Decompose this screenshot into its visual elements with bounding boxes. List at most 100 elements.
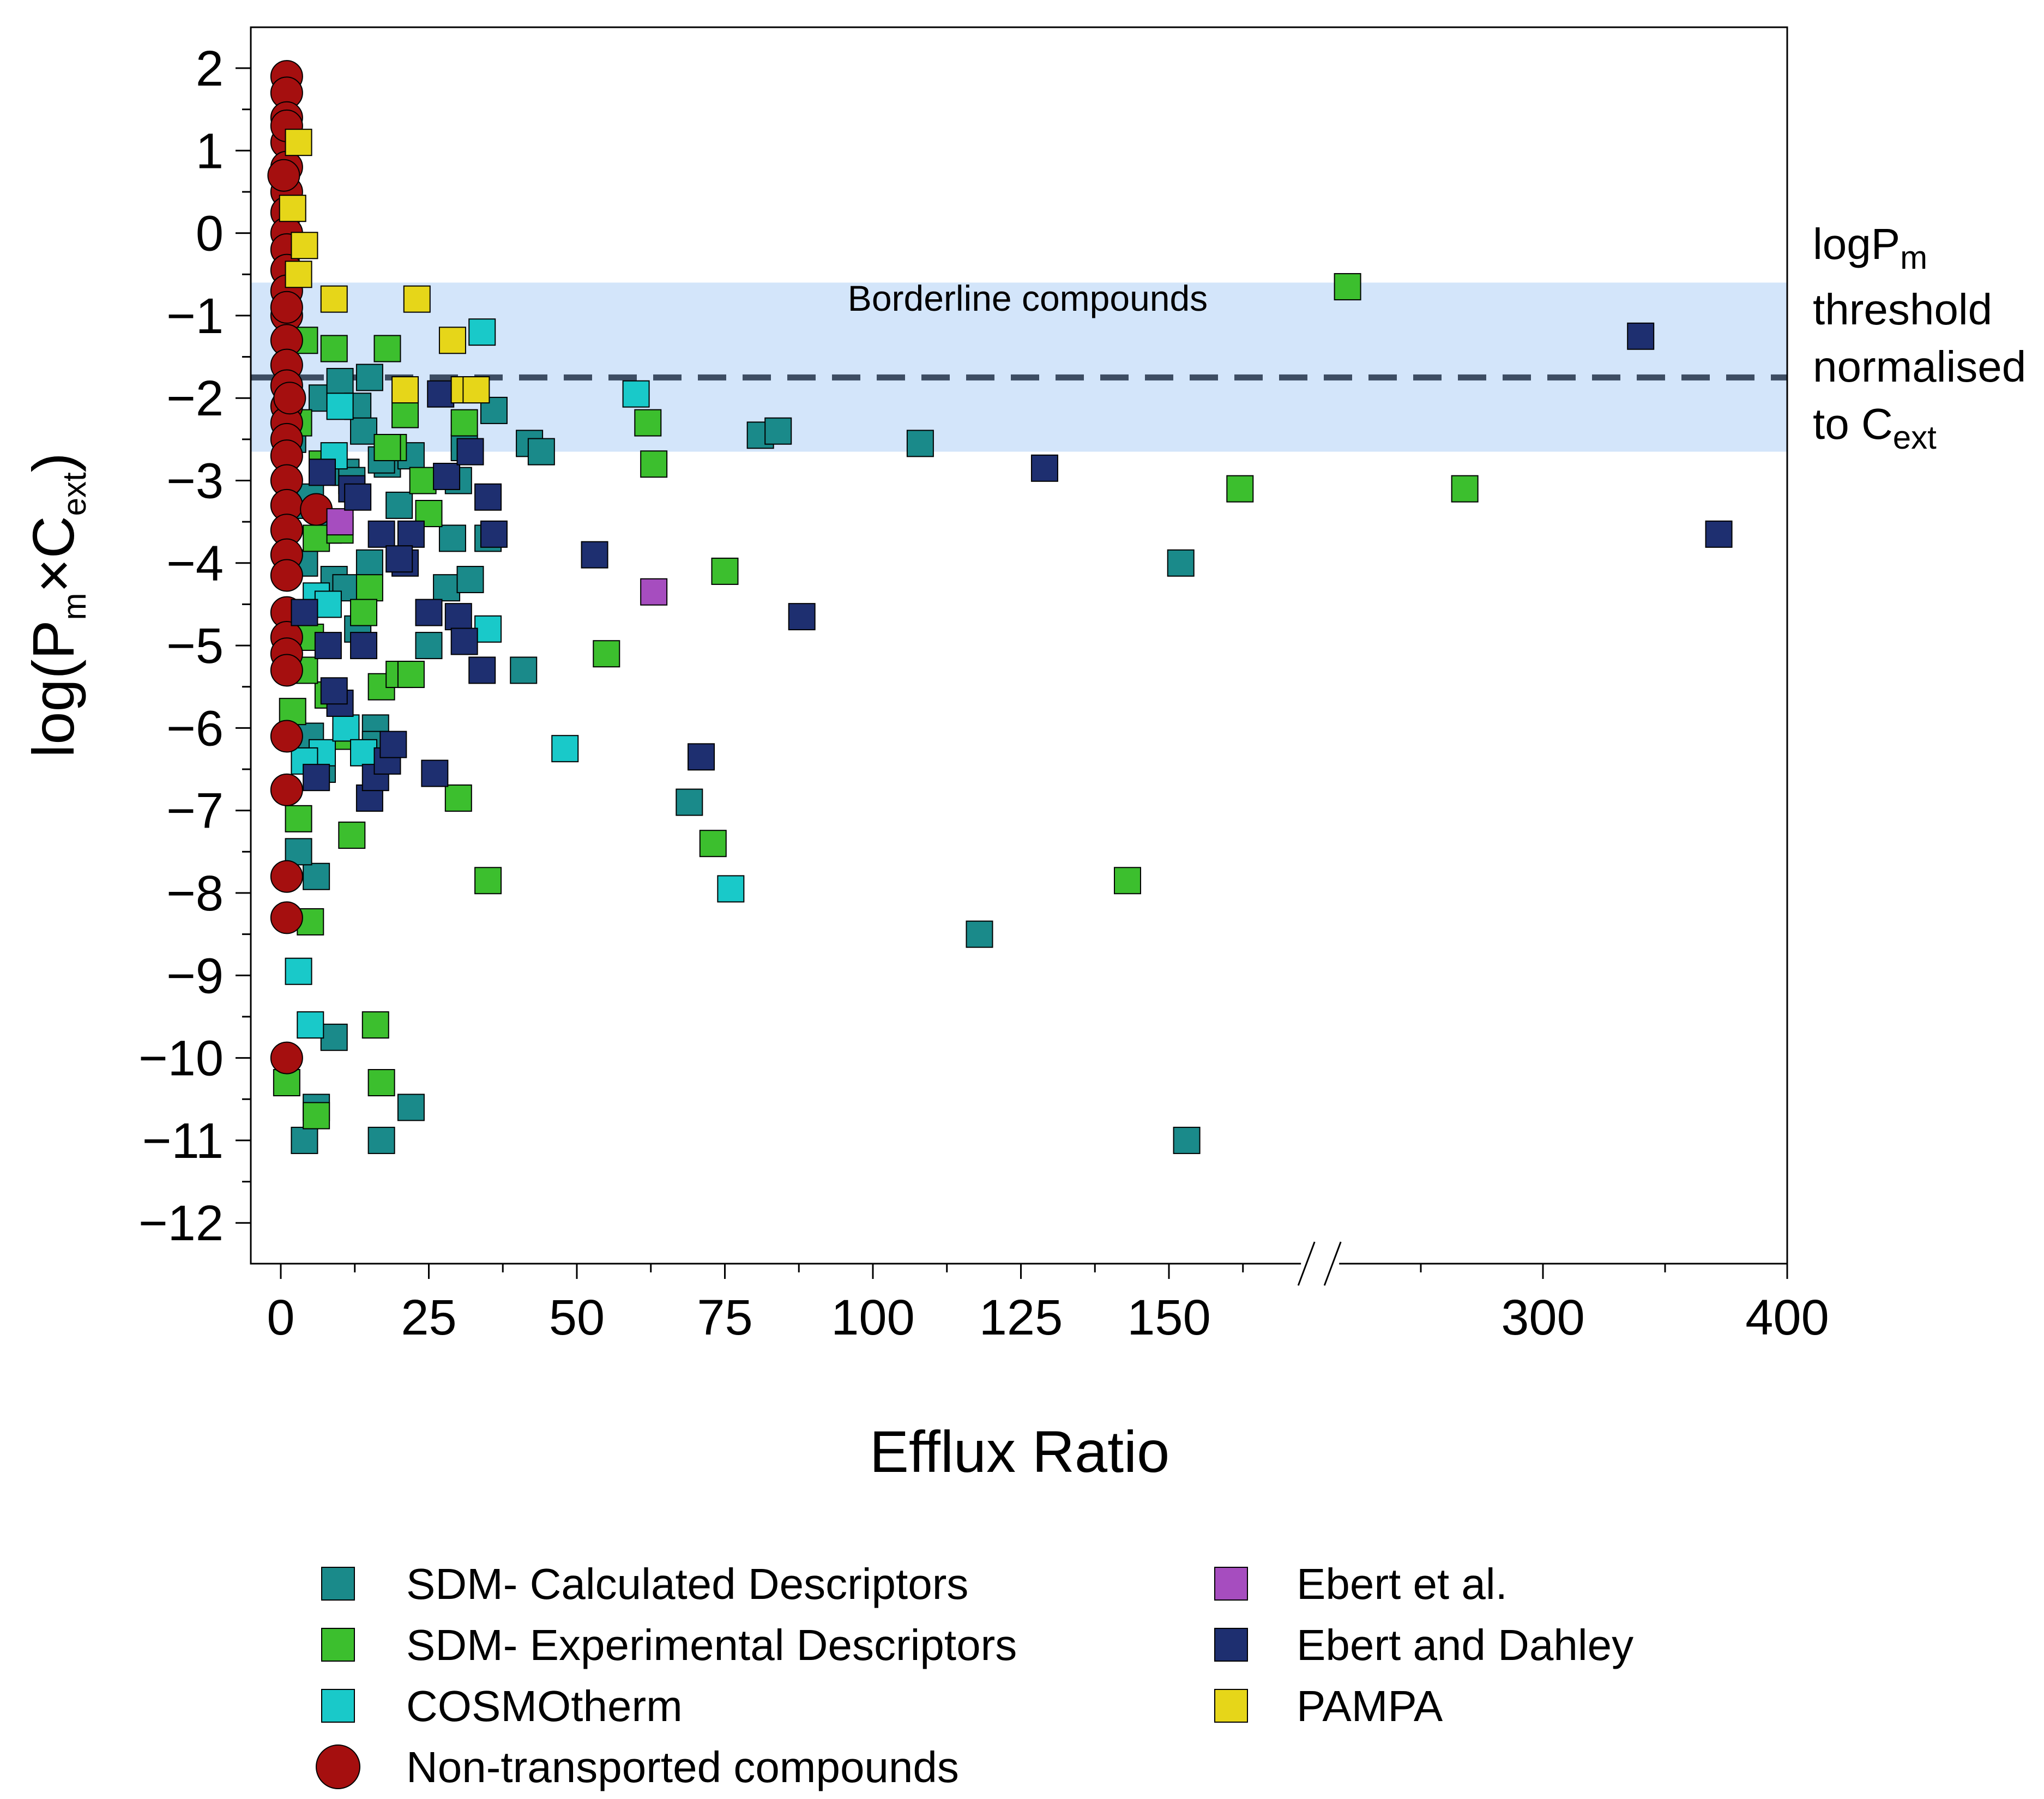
data-point [433, 462, 461, 490]
data-point [438, 524, 466, 552]
data-point [427, 380, 455, 408]
threshold-label-base: to C [1813, 400, 1893, 448]
data-point [480, 520, 508, 548]
data-point [355, 574, 383, 602]
borderline-band-label: Borderline compounds [848, 278, 1208, 318]
data-point [688, 743, 715, 771]
data-point [1030, 454, 1058, 482]
data-point [285, 957, 312, 985]
data-point [350, 599, 378, 626]
data-point [350, 632, 378, 660]
legend-label: PAMPA [1297, 1682, 1443, 1730]
threshold-label-sub: ext [1893, 419, 1937, 456]
y-tick-label: −1 [166, 288, 224, 344]
threshold-label-line: normalised [1813, 342, 2026, 391]
data-point [450, 627, 478, 655]
x-tick-label: 75 [697, 1290, 752, 1345]
data-point [367, 1068, 395, 1096]
legend-swatch [1214, 1689, 1248, 1723]
legend-label: Ebert and Dahley [1297, 1621, 1633, 1669]
data-point [788, 603, 816, 631]
axis-break-gap [1301, 1260, 1340, 1267]
y-tick-label: −5 [166, 618, 224, 674]
data-point [1705, 520, 1733, 548]
data-point [373, 335, 401, 363]
data-point [320, 1023, 348, 1051]
data-point [270, 291, 303, 324]
data-points-layer [267, 60, 1733, 1154]
y-tick-label: −10 [138, 1031, 224, 1086]
y-tick-label: −2 [166, 371, 224, 426]
data-point [456, 566, 484, 594]
data-point [350, 739, 378, 766]
data-point [326, 393, 354, 420]
legend-label: SDM- Experimental Descriptors [406, 1621, 1017, 1669]
data-point [285, 261, 312, 288]
y-axis-title-part: ×C [20, 516, 86, 593]
data-point [350, 417, 378, 445]
data-point [409, 467, 437, 494]
y-tick-label: 1 [196, 123, 224, 179]
data-point [444, 784, 472, 812]
legend-item-ebert-and-dahley: Ebert and Dahley [1214, 1621, 1633, 1669]
data-point [344, 483, 372, 511]
data-point [303, 764, 330, 792]
data-point [385, 491, 413, 519]
data-point [270, 654, 303, 687]
data-point [320, 677, 348, 705]
data-point [291, 599, 318, 626]
legend-item-non-transported: Non-transported compounds [316, 1743, 959, 1791]
legend-item-ebert-et-al: Ebert et al. [1214, 1560, 1508, 1608]
data-point [303, 862, 330, 890]
data-point [444, 603, 472, 631]
y-tick-label: −8 [166, 866, 224, 921]
data-point [421, 759, 449, 787]
data-point [270, 901, 303, 934]
data-point [355, 549, 383, 577]
data-point [676, 788, 703, 816]
data-point [320, 285, 348, 313]
data-point [361, 1011, 389, 1039]
legend-label: Non-transported compounds [406, 1743, 959, 1791]
data-point [291, 1126, 318, 1154]
threshold-label-line: threshold [1813, 285, 1992, 334]
data-point [379, 731, 407, 758]
legend-item-sdm-calculated: SDM- Calculated Descriptors [321, 1560, 968, 1608]
data-point [332, 714, 360, 742]
data-point [1173, 1126, 1201, 1154]
legend-swatch [1214, 1628, 1248, 1662]
x-tick-label: 100 [831, 1290, 915, 1345]
data-point [279, 195, 306, 222]
data-point [270, 559, 303, 592]
data-point [403, 285, 431, 313]
legend-item-cosmotherm: COSMOtherm [321, 1682, 683, 1730]
data-point [273, 382, 306, 415]
data-point [309, 458, 336, 486]
y-axis-title: log(Pm×Cext) [20, 452, 93, 757]
data-point [581, 541, 608, 569]
x-tick-label: 300 [1501, 1290, 1585, 1345]
x-tick-label: 125 [979, 1290, 1063, 1345]
data-point [634, 409, 662, 437]
data-point [270, 1041, 303, 1074]
x-tick-label: 50 [549, 1290, 605, 1345]
data-point [397, 520, 425, 548]
data-point [415, 632, 443, 660]
y-tick-label: −4 [166, 536, 224, 591]
data-point [640, 578, 668, 606]
data-point [711, 557, 739, 585]
y-axis-title-sub: ext [56, 472, 93, 516]
data-point [285, 805, 312, 832]
data-point [397, 661, 425, 689]
data-point [314, 590, 342, 618]
data-point [551, 735, 579, 763]
x-tick-label: 25 [401, 1290, 456, 1345]
data-point [270, 773, 303, 806]
data-point [474, 867, 502, 895]
legend-item-sdm-experimental: SDM- Experimental Descriptors [321, 1621, 1017, 1669]
legend-swatch [321, 1689, 355, 1723]
data-point [291, 232, 318, 259]
data-point [297, 1011, 324, 1039]
threshold-label-line: to Cext [1813, 400, 1937, 456]
